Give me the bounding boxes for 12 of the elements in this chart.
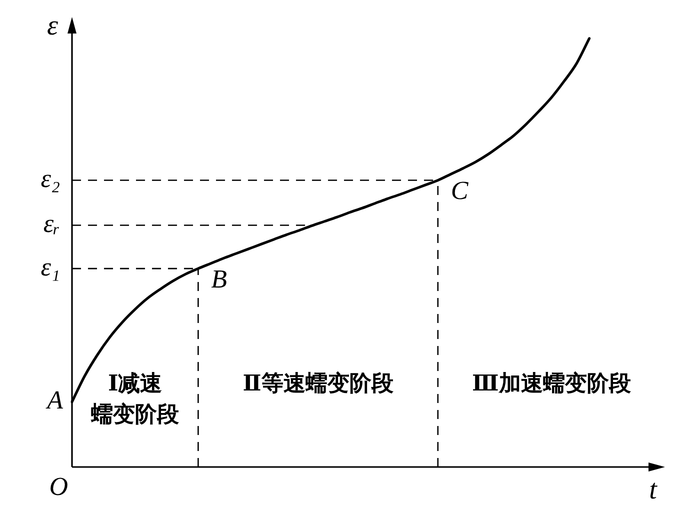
ref-line-label: ε₂ <box>40 164 60 194</box>
ref-line-label: εᵣ <box>43 209 60 238</box>
text: O <box>49 472 68 501</box>
x-axis-title: t <box>649 474 658 506</box>
annotation: Ⅲ加速蠕变阶段 <box>472 370 632 396</box>
annotation: Ⅰ减速蠕变阶段 <box>90 370 180 427</box>
annotation: C <box>450 176 469 206</box>
annotation: B <box>211 264 228 294</box>
y-axis-title: ε <box>46 10 58 42</box>
text: A <box>45 386 64 415</box>
ref-line-label: ε₁ <box>40 252 60 282</box>
annotation: Ⅱ等速蠕变阶段 <box>242 370 394 396</box>
